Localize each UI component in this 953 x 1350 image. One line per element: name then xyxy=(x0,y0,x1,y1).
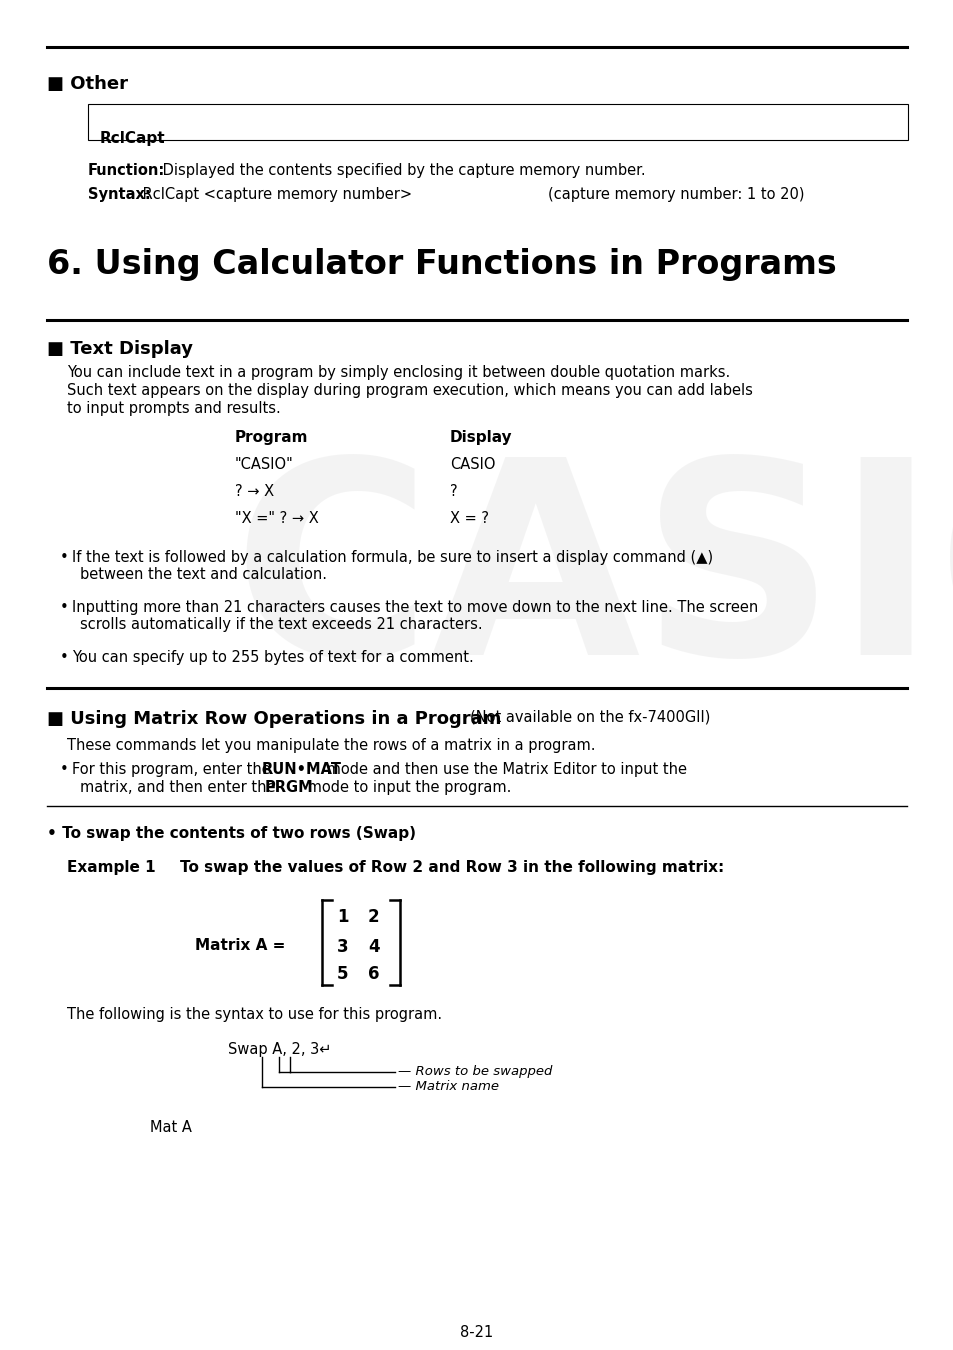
Text: (Not available on the fx-7400GII): (Not available on the fx-7400GII) xyxy=(470,710,710,725)
Text: — Matrix name: — Matrix name xyxy=(397,1080,498,1094)
Text: X = ?: X = ? xyxy=(450,512,489,526)
Text: ■ Other: ■ Other xyxy=(47,76,128,93)
Text: CASIO: CASIO xyxy=(450,458,495,472)
Bar xyxy=(88,104,907,140)
Text: ? → X: ? → X xyxy=(234,485,274,500)
Text: RclCapt <capture memory number>: RclCapt <capture memory number> xyxy=(138,188,412,202)
Text: between the text and calculation.: between the text and calculation. xyxy=(80,567,327,582)
Text: The following is the syntax to use for this program.: The following is the syntax to use for t… xyxy=(67,1007,441,1022)
Text: •: • xyxy=(60,599,69,616)
Text: Matrix A =: Matrix A = xyxy=(194,937,285,953)
Text: Example 1: Example 1 xyxy=(67,860,155,875)
Text: Display: Display xyxy=(450,431,512,446)
Text: mode and then use the Matrix Editor to input the: mode and then use the Matrix Editor to i… xyxy=(322,761,686,778)
Text: "CASIO": "CASIO" xyxy=(234,458,294,472)
Text: 4: 4 xyxy=(368,938,379,956)
Text: Swap A, 2, 3↵: Swap A, 2, 3↵ xyxy=(228,1042,331,1057)
Text: Such text appears on the display during program execution, which means you can a: Such text appears on the display during … xyxy=(67,383,752,398)
Text: For this program, enter the: For this program, enter the xyxy=(71,761,275,778)
Text: Inputting more than 21 characters causes the text to move down to the next line.: Inputting more than 21 characters causes… xyxy=(71,599,758,616)
Text: Function:: Function: xyxy=(88,163,165,178)
Text: "X =" ? → X: "X =" ? → X xyxy=(234,512,318,526)
Text: Program: Program xyxy=(234,431,308,446)
Text: RUN•MAT: RUN•MAT xyxy=(262,761,341,778)
Text: •: • xyxy=(60,549,69,566)
Text: mode to input the program.: mode to input the program. xyxy=(303,780,511,795)
Text: Displayed the contents specified by the capture memory number.: Displayed the contents specified by the … xyxy=(158,163,645,178)
Text: scrolls automatically if the text exceeds 21 characters.: scrolls automatically if the text exceed… xyxy=(80,617,482,632)
Text: You can include text in a program by simply enclosing it between double quotatio: You can include text in a program by sim… xyxy=(67,364,729,379)
Text: to input prompts and results.: to input prompts and results. xyxy=(67,401,280,416)
Text: These commands let you manipulate the rows of a matrix in a program.: These commands let you manipulate the ro… xyxy=(67,738,595,753)
Text: 8-21: 8-21 xyxy=(460,1324,493,1341)
Text: 2: 2 xyxy=(368,909,379,926)
Text: ?: ? xyxy=(450,485,457,500)
Text: — Rows to be swapped: — Rows to be swapped xyxy=(397,1065,552,1079)
Text: Mat A: Mat A xyxy=(150,1120,192,1135)
Text: To swap the values of Row 2 and Row 3 in the following matrix:: To swap the values of Row 2 and Row 3 in… xyxy=(180,860,723,875)
Text: 3: 3 xyxy=(336,938,348,956)
Text: 6: 6 xyxy=(368,965,379,983)
Text: ■ Using Matrix Row Operations in a Program: ■ Using Matrix Row Operations in a Progr… xyxy=(47,710,501,728)
Text: PRGM: PRGM xyxy=(265,780,314,795)
Text: matrix, and then enter the: matrix, and then enter the xyxy=(80,780,280,795)
Text: If the text is followed by a calculation formula, be sure to insert a display co: If the text is followed by a calculation… xyxy=(71,549,713,566)
Text: •: • xyxy=(60,649,69,666)
Text: CASIO: CASIO xyxy=(233,450,953,711)
Text: 6. Using Calculator Functions in Programs: 6. Using Calculator Functions in Program… xyxy=(47,248,836,281)
Text: 1: 1 xyxy=(336,909,348,926)
Text: (capture memory number: 1 to 20): (capture memory number: 1 to 20) xyxy=(547,188,803,202)
Text: • To swap the contents of two rows (Swap): • To swap the contents of two rows (Swap… xyxy=(47,826,416,841)
Text: RclCapt: RclCapt xyxy=(100,131,166,146)
Text: Syntax:: Syntax: xyxy=(88,188,151,202)
Text: •: • xyxy=(60,761,69,778)
Text: You can specify up to 255 bytes of text for a comment.: You can specify up to 255 bytes of text … xyxy=(71,649,474,666)
Text: 5: 5 xyxy=(336,965,348,983)
Text: ■ Text Display: ■ Text Display xyxy=(47,340,193,358)
